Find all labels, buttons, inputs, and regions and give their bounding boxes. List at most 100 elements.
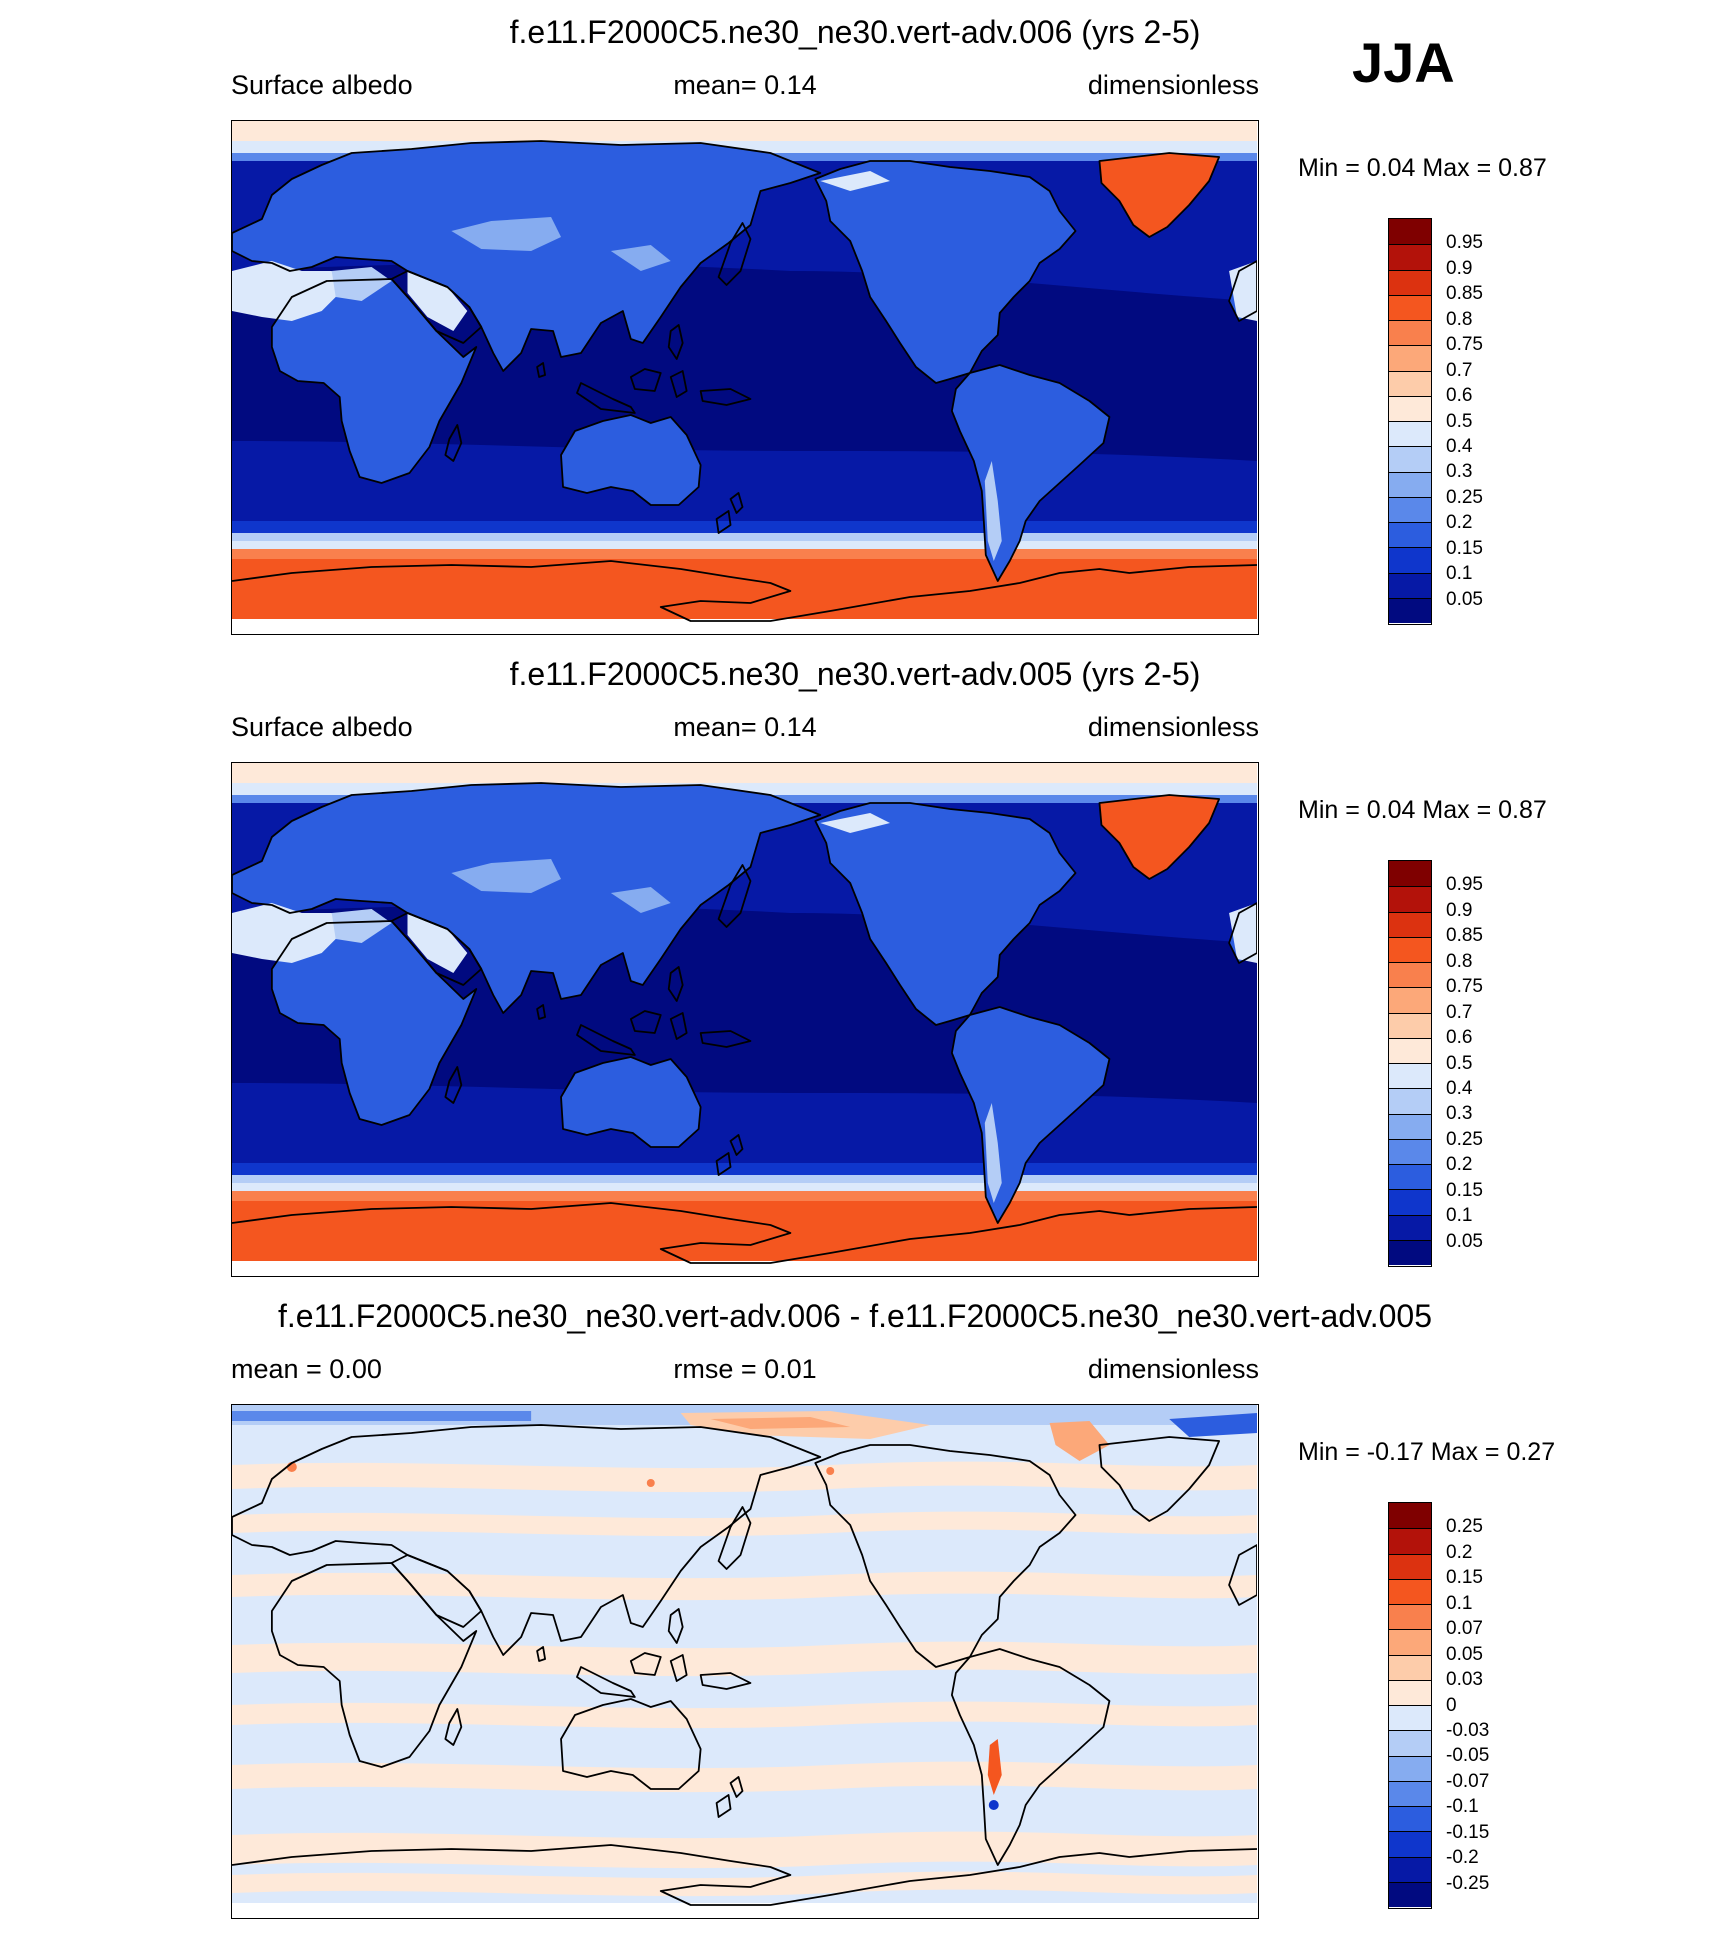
colorbar-swatch [1389, 1881, 1431, 1907]
colorbar-swatch [1389, 1755, 1431, 1781]
panel-2-variable-label: Surface albedo [231, 712, 413, 742]
colorbar-tick-label: 0.05 [1446, 588, 1483, 610]
colorbar-tick-label: -0.25 [1446, 1872, 1490, 1894]
panel-1-max: Max = 0.87 [1422, 154, 1547, 182]
colorbar-swatch [1389, 1012, 1431, 1038]
panel-3-mean-label: mean = 0.00 [231, 1354, 382, 1384]
colorbar-swatch [1389, 1214, 1431, 1240]
panel-2-mean-label: mean= 0.14 [673, 712, 817, 742]
colorbar-tick-label: -0.07 [1446, 1770, 1490, 1792]
colorbar-tick-label: 0.75 [1446, 976, 1483, 998]
colorbar-tick-label: 0.25 [1446, 1128, 1483, 1150]
colorbar-swatch [1389, 496, 1431, 522]
colorbar-tick-label: 0.15 [1446, 1567, 1483, 1589]
panel-1-min: Min = 0.04 [1298, 154, 1416, 182]
colorbar-swatch [1389, 936, 1431, 962]
colorbar-tick-label: 0.4 [1446, 435, 1473, 457]
colorbar-tick-label: 0.15 [1446, 537, 1483, 559]
colorbar-swatch [1389, 1553, 1431, 1579]
colorbar-tick-label: 0.75 [1446, 334, 1483, 356]
colorbar-swatch [1389, 1806, 1431, 1832]
panel-3-max: Max = 0.27 [1430, 1438, 1556, 1466]
colorbar-swatch [1389, 962, 1431, 988]
panel-3-title: f.e11.F2000C5.ne30_ne30.vert-adv.006 - f… [278, 1298, 1432, 1334]
colorbar-swatch [1389, 1063, 1431, 1089]
panel-3-min: Min = -0.17 [1298, 1438, 1424, 1466]
colorbar-tick-label: 0.25 [1446, 486, 1483, 508]
colorbar-swatch [1389, 522, 1431, 548]
colorbar-tick-label: -0.1 [1446, 1796, 1479, 1818]
colorbar-tick-label: 0.4 [1446, 1077, 1473, 1099]
colorbar-tick-label: -0.03 [1446, 1719, 1490, 1741]
colorbar-swatch [1389, 1679, 1431, 1705]
panel-1-minmax: Min = 0.04 Max = 0.87 [1298, 154, 1547, 183]
colorbar-tick-label: 0.8 [1446, 308, 1473, 330]
panel-2-colorbar [1388, 860, 1432, 1267]
colorbar-tick-label: 0.7 [1446, 359, 1473, 381]
colorbar-swatch [1389, 1189, 1431, 1215]
colorbar-tick-label: 0.2 [1446, 512, 1473, 534]
colorbar-swatch [1389, 446, 1431, 472]
colorbar-tick-label: 0.2 [1446, 1541, 1473, 1563]
colorbar-tick-label: 0.9 [1446, 257, 1473, 279]
colorbar-tick-label: 0.1 [1446, 1592, 1473, 1614]
colorbar-tick-label: 0.3 [1446, 1103, 1473, 1125]
colorbar-tick-label: 0.1 [1446, 1205, 1473, 1227]
colorbar-tick-label: 0.7 [1446, 1001, 1473, 1023]
panel-3-rmse-label: rmse = 0.01 [673, 1354, 817, 1384]
colorbar-tick-label: 0.2 [1446, 1154, 1473, 1176]
colorbar-swatch [1389, 572, 1431, 598]
colorbar-tick-label: -0.2 [1446, 1847, 1479, 1869]
colorbar-tick-label: 0.25 [1446, 1516, 1483, 1538]
colorbar-swatch [1389, 370, 1431, 396]
colorbar-swatch [1389, 987, 1431, 1013]
colorbar-tick-label: 0.5 [1446, 410, 1473, 432]
colorbar-swatch [1389, 911, 1431, 937]
colorbar-swatch [1389, 1654, 1431, 1680]
colorbar-tick-label: 0.5 [1446, 1052, 1473, 1074]
colorbar-tick-label: 0.3 [1446, 461, 1473, 483]
colorbar-swatch [1389, 395, 1431, 421]
colorbar-tick-label: 0.85 [1446, 283, 1483, 305]
colorbar-swatch [1389, 1856, 1431, 1882]
colorbar-swatch [1389, 1503, 1431, 1529]
colorbar-swatch [1389, 269, 1431, 295]
colorbar-tick-label: 0.6 [1446, 385, 1473, 407]
colorbar-tick-label: 0.95 [1446, 874, 1483, 896]
colorbar-swatch [1389, 1780, 1431, 1806]
colorbar-swatch [1389, 1088, 1431, 1114]
colorbar-swatch [1389, 244, 1431, 270]
colorbar-swatch [1389, 219, 1431, 245]
colorbar-tick-label: 0.85 [1446, 925, 1483, 947]
colorbar-tick-label: 0.07 [1446, 1618, 1483, 1640]
colorbar-swatch [1389, 597, 1431, 623]
panel-2-minmax: Min = 0.04 Max = 0.87 [1298, 796, 1547, 825]
colorbar-swatch [1389, 294, 1431, 320]
colorbar-swatch [1389, 1239, 1431, 1265]
colorbar-swatch [1389, 1113, 1431, 1139]
colorbar-swatch [1389, 1528, 1431, 1554]
colorbar-swatch [1389, 547, 1431, 573]
panel-1-variable-label: Surface albedo [231, 70, 413, 100]
panel-3-colorbar [1388, 1502, 1432, 1909]
panel-2-map [231, 762, 1259, 1277]
colorbar-swatch [1389, 861, 1431, 887]
colorbar-tick-label: -0.15 [1446, 1821, 1490, 1843]
colorbar-swatch [1389, 1831, 1431, 1857]
season-label: JJA [1352, 31, 1455, 94]
colorbar-tick-label: 0 [1446, 1694, 1457, 1716]
colorbar-tick-label: 0.05 [1446, 1643, 1483, 1665]
colorbar-tick-label: 0.1 [1446, 563, 1473, 585]
colorbar-swatch [1389, 1730, 1431, 1756]
colorbar-swatch [1389, 471, 1431, 497]
panel-1-map [231, 120, 1259, 635]
panel-2-min: Min = 0.04 [1298, 796, 1416, 824]
colorbar-swatch [1389, 345, 1431, 371]
colorbar-tick-label: -0.05 [1446, 1745, 1490, 1767]
panel-2-units-label: dimensionless [1087, 712, 1259, 742]
colorbar-tick-label: 0.9 [1446, 899, 1473, 921]
panel-2-max: Max = 0.87 [1422, 796, 1547, 824]
colorbar-tick-label: 0.15 [1446, 1179, 1483, 1201]
panel-3-units-label: dimensionless [1087, 1354, 1259, 1384]
colorbar-swatch [1389, 421, 1431, 447]
